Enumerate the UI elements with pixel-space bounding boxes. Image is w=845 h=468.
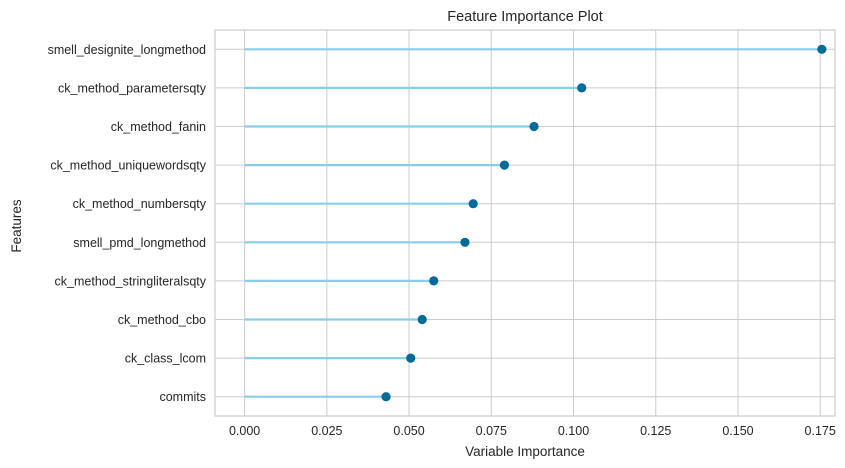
x-tick-label: 0.050 <box>393 424 424 438</box>
stem-layer <box>244 48 822 398</box>
x-tick-label: 0.150 <box>722 424 753 438</box>
y-tick-label: ck_method_fanin <box>111 120 206 134</box>
importance-point <box>429 276 439 286</box>
dot-layer <box>381 44 827 402</box>
x-tick-label: 0.175 <box>805 424 836 438</box>
x-tick-label: 0.000 <box>229 424 260 438</box>
x-tick-label: 0.100 <box>558 424 589 438</box>
importance-point <box>460 237 470 247</box>
chart-title: Feature Importance Plot <box>447 9 603 25</box>
y-tick-label: ck_method_uniquewordsqty <box>50 159 206 173</box>
y-tick-labels: smell_designite_longmethod ck_method_para… <box>48 43 207 404</box>
y-tick-label: ck_method_parametersqty <box>58 81 207 95</box>
y-tick-label: smell_designite_longmethod <box>48 43 206 57</box>
x-tick-label: 0.025 <box>311 424 342 438</box>
y-tick-label: ck_method_cbo <box>118 313 206 327</box>
y-tick-label: commits <box>159 390 206 404</box>
importance-point <box>381 392 391 402</box>
y-tick-label: smell_pmd_longmethod <box>73 236 206 250</box>
importance-point <box>406 353 416 363</box>
importance-point <box>417 314 427 325</box>
x-tick-label: 0.075 <box>476 424 507 438</box>
x-tick-labels: 0.000 0.025 0.050 0.075 0.100 0.125 0.150 0.175 <box>229 424 836 438</box>
x-axis-label: Variable Importance <box>465 444 585 459</box>
importance-point <box>577 83 587 93</box>
importance-point <box>529 121 539 132</box>
y-axis-label: Features <box>9 199 24 253</box>
importance-point <box>817 44 827 54</box>
plot-frame <box>214 29 836 417</box>
importance-point <box>468 199 478 209</box>
y-tick-label: ck_method_numbersqty <box>73 197 207 211</box>
x-tick-label: 0.125 <box>640 424 671 438</box>
y-tick-label: ck_method_stringliteralsqty <box>55 274 207 288</box>
importance-point <box>499 160 510 170</box>
y-tick-label: ck_class_lcom <box>125 352 206 366</box>
